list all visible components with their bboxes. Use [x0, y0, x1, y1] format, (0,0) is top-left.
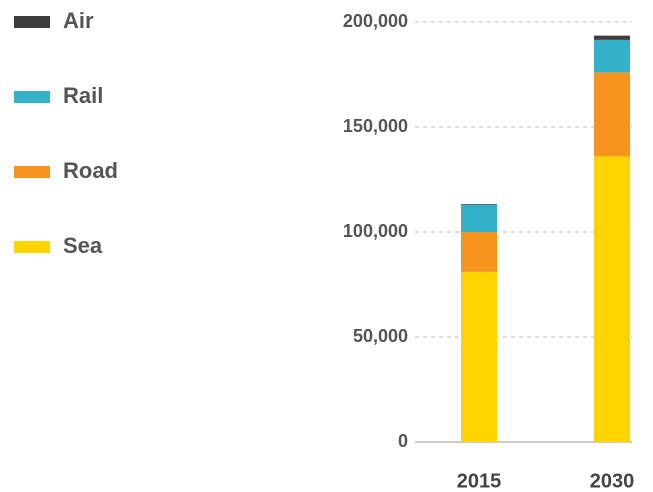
legend-label: Air	[63, 8, 94, 33]
legend-label: Sea	[63, 233, 103, 258]
bar-segment	[594, 35, 630, 40]
y-tick-label: 100,000	[343, 221, 408, 241]
legend-swatch	[14, 241, 50, 253]
bar-segment	[594, 39, 630, 73]
bar-segment	[461, 232, 497, 272]
x-tick-label: 2015	[457, 470, 502, 492]
y-tick-label: 50,000	[353, 326, 408, 346]
bar-segment	[594, 156, 630, 442]
legend-swatch	[14, 91, 50, 103]
y-tick-label: 0	[398, 431, 408, 451]
legend-swatch	[14, 16, 50, 28]
legend-swatch	[14, 166, 50, 178]
legend-label: Road	[63, 158, 118, 183]
x-tick-label: 2030	[590, 470, 635, 492]
y-tick-label: 150,000	[343, 116, 408, 136]
y-tick-label: 200,000	[343, 11, 408, 31]
bar-segment	[461, 204, 497, 232]
bar-segment	[594, 72, 630, 157]
bar-segment	[461, 204, 497, 205]
legend-label: Rail	[63, 83, 103, 108]
bar-segment	[461, 271, 497, 442]
